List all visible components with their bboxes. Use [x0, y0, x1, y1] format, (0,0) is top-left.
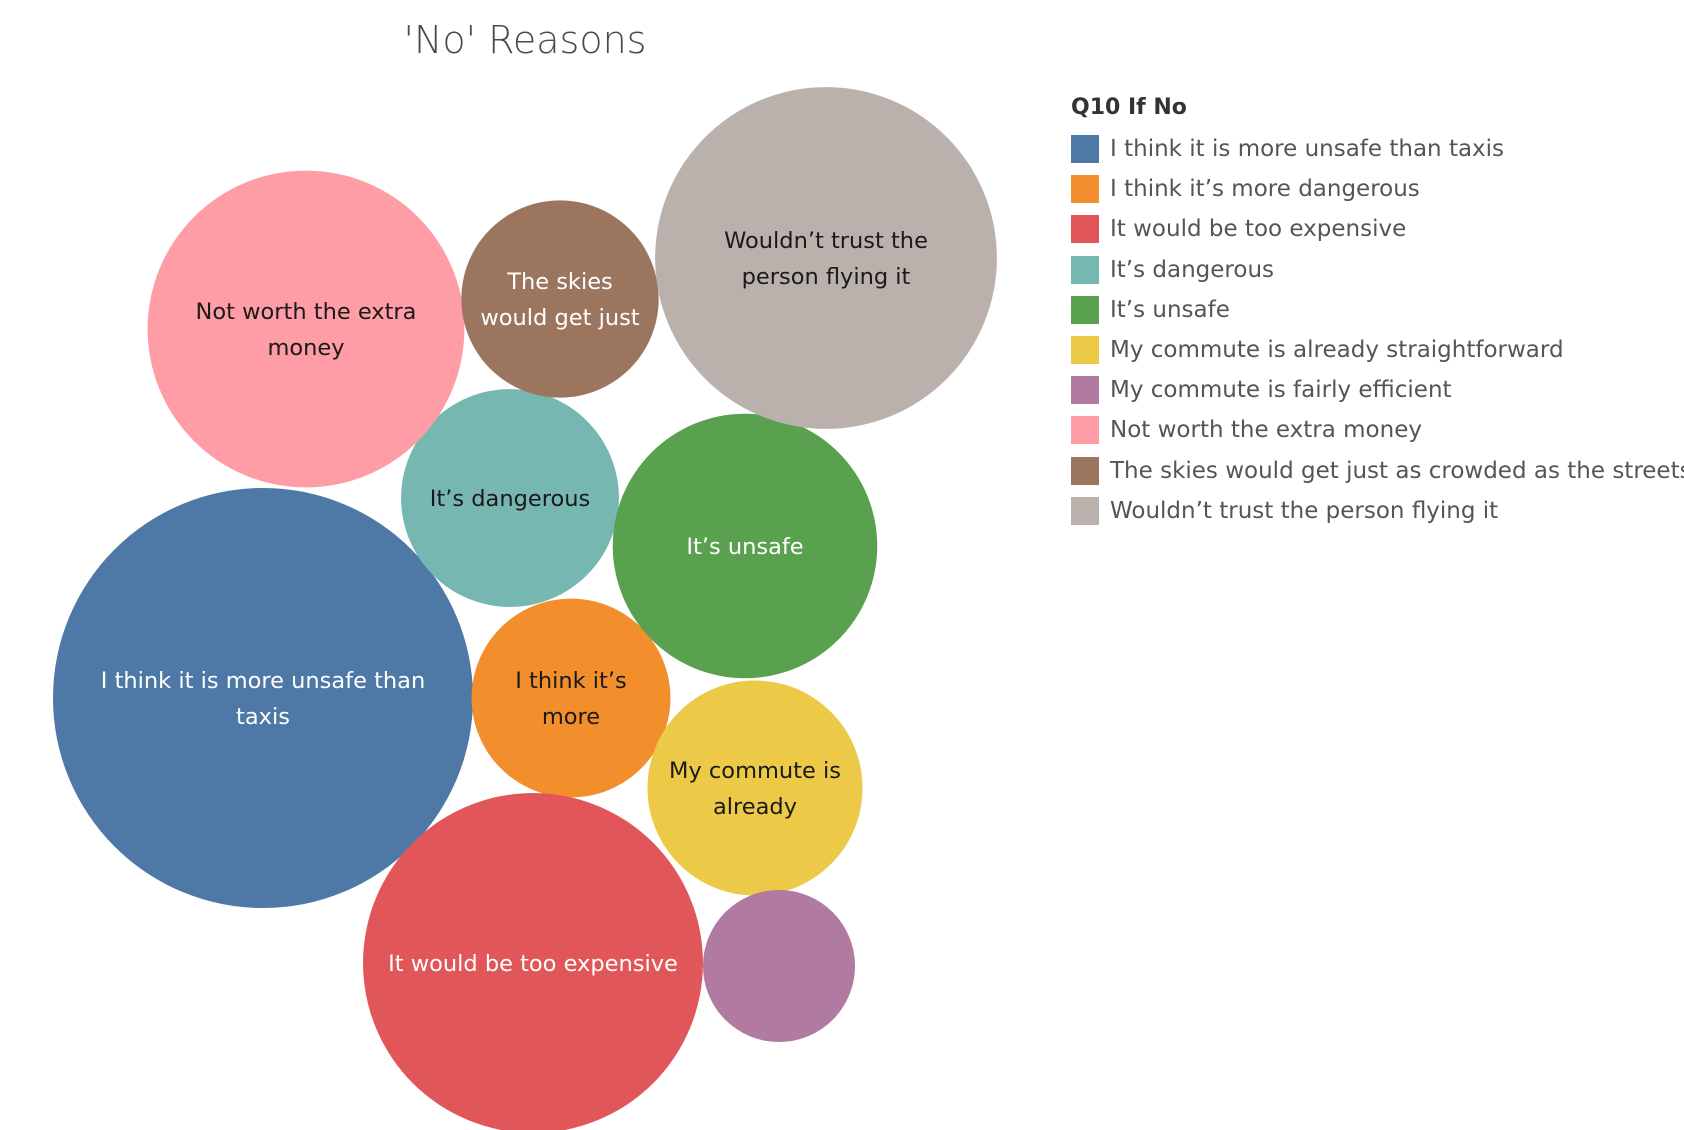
legend-label: Not worth the extra money: [1110, 417, 1422, 444]
bubble-9[interactable]: The skies would get just: [461, 200, 659, 398]
legend-item[interactable]: It would be too expensive: [1071, 209, 1684, 249]
bubble-label: more: [542, 704, 600, 730]
bubble-label: My commute is: [669, 758, 841, 784]
bubble-circle[interactable]: [363, 793, 703, 1130]
bubble-label: Wouldn’t trust the: [724, 228, 928, 254]
bubble-label: I think it is more unsafe than: [101, 668, 425, 694]
legend-item[interactable]: I think it is more unsafe than taxis: [1071, 129, 1684, 169]
legend-swatch: [1071, 376, 1099, 405]
bubble-label: person flying it: [742, 264, 911, 290]
bubble-circle[interactable]: [647, 680, 863, 896]
legend-swatch: [1071, 336, 1099, 365]
bubble-4[interactable]: It’s dangerous: [401, 389, 619, 607]
bubble-circle[interactable]: [612, 413, 878, 679]
legend-label: My commute is already straightforward: [1110, 337, 1564, 364]
legend-item[interactable]: My commute is fairly efficient: [1071, 370, 1684, 410]
legend-swatch: [1071, 295, 1099, 324]
legend-title: Q10 If No: [1071, 95, 1187, 120]
legend-swatch: [1071, 135, 1099, 164]
legend-swatch: [1071, 496, 1099, 525]
legend-item[interactable]: My commute is already straightforward: [1071, 330, 1684, 370]
bubble-7[interactable]: [702, 889, 856, 1043]
bubble-label: It’s unsafe: [686, 534, 803, 560]
chart-title: 'No' Reasons: [403, 18, 647, 62]
legend-label: I think it is more unsafe than taxis: [1110, 136, 1505, 163]
bubble-10[interactable]: Wouldn’t trust the person flying it: [655, 87, 997, 429]
bubble-1[interactable]: I think it is more unsafe than taxis: [52, 487, 474, 909]
legend-item[interactable]: The skies would get just as crowded as t…: [1071, 451, 1684, 491]
bubble-label: It’s dangerous: [430, 486, 590, 512]
bubble-circle[interactable]: [471, 598, 671, 798]
legend-item[interactable]: It’s dangerous: [1071, 250, 1684, 290]
bubble-8[interactable]: Not worth the extra money: [147, 170, 465, 488]
legend-label: Wouldn’t trust the person flying it: [1110, 497, 1499, 524]
legend-swatch: [1071, 456, 1099, 485]
legend-item[interactable]: Wouldn’t trust the person flying it: [1071, 491, 1684, 531]
legend-label: The skies would get just as crowded as t…: [1110, 457, 1684, 484]
bubble-label: I think it’s: [515, 668, 627, 694]
bubble-label: The skies: [506, 269, 613, 295]
bubble-label: already: [713, 794, 797, 820]
legend-item[interactable]: I think it’s more dangerous: [1071, 169, 1684, 209]
bubble-label: It would be too expensive: [388, 951, 678, 977]
legend-swatch: [1071, 215, 1099, 244]
bubble-circle[interactable]: [52, 487, 474, 909]
legend-label: I think it’s more dangerous: [1110, 176, 1420, 203]
legend-label: It’s dangerous: [1110, 256, 1275, 283]
bubble-circle[interactable]: [147, 170, 465, 488]
legend-label: My commute is fairly efficient: [1110, 377, 1452, 404]
legend: Q10 If No I think it is more unsafe than…: [1071, 95, 1684, 531]
bubble-label: would get just: [480, 305, 639, 331]
legend-items: I think it is more unsafe than taxis I th…: [1071, 129, 1684, 531]
bubble-6[interactable]: My commute is already: [647, 680, 863, 896]
bubble-5[interactable]: It’s unsafe: [612, 413, 878, 679]
legend-item[interactable]: Not worth the extra money: [1071, 410, 1684, 450]
bubble-circle[interactable]: [461, 200, 659, 398]
legend-label: It would be too expensive: [1110, 216, 1407, 243]
bubble-circle[interactable]: [401, 389, 619, 607]
bubble-circle[interactable]: [655, 87, 997, 429]
bubble-label: taxis: [236, 704, 290, 730]
legend-item[interactable]: It’s unsafe: [1071, 290, 1684, 330]
legend-swatch: [1071, 175, 1099, 204]
bubble-circle[interactable]: [702, 889, 856, 1043]
bubble-3[interactable]: It would be too expensive: [363, 793, 703, 1130]
legend-swatch: [1071, 255, 1099, 284]
bubble-label: Not worth the extra: [196, 299, 417, 325]
bubble-2[interactable]: I think it’s more: [471, 598, 671, 798]
legend-label: It’s unsafe: [1110, 296, 1230, 323]
legend-swatch: [1071, 416, 1099, 445]
bubble-label: money: [267, 335, 344, 361]
